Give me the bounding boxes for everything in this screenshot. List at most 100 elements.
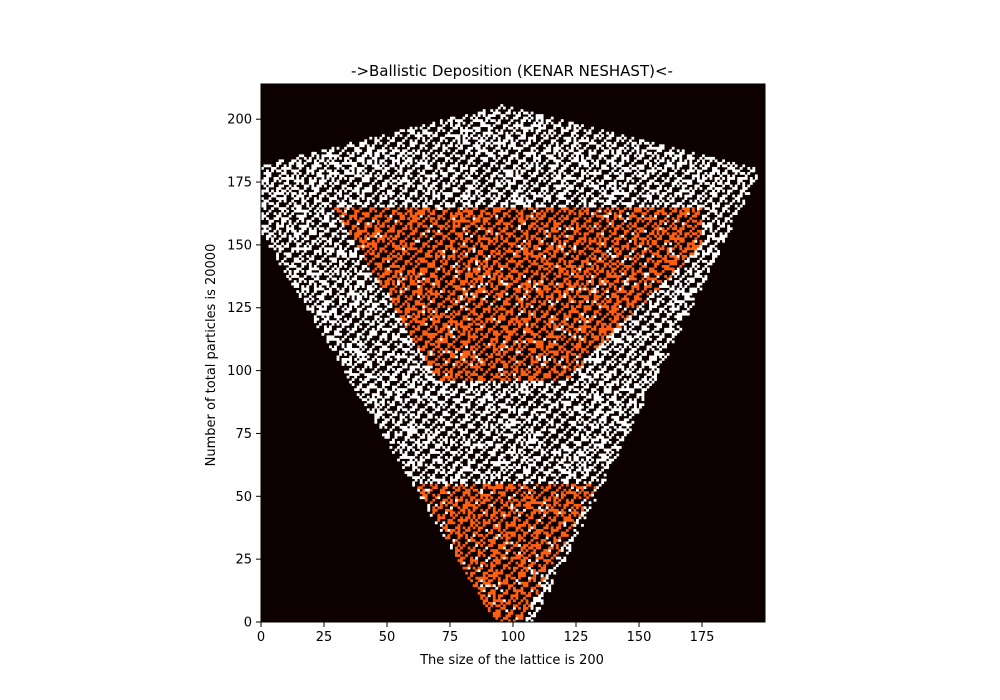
deposit-cell [480, 443, 484, 447]
deposit-cell [538, 481, 542, 485]
deposit-cell [510, 400, 514, 404]
deposit-cell [518, 322, 521, 326]
deposit-cell [583, 491, 587, 495]
deposit-cell [608, 332, 612, 336]
deposit-cell [608, 300, 612, 304]
deposit-cell [437, 456, 441, 459]
deposit-cell [570, 511, 574, 515]
deposit-cell [359, 378, 363, 381]
deposit-cell [631, 373, 635, 376]
deposit-cell [646, 327, 650, 331]
deposit-cell [555, 508, 559, 512]
deposit-cell [460, 340, 463, 344]
deposit-cell [480, 596, 484, 600]
deposit-cell [364, 302, 368, 306]
deposit-cell [543, 312, 547, 316]
deposit-cell [593, 297, 597, 301]
deposit-cell [500, 498, 504, 502]
deposit-cell [326, 312, 330, 316]
deposit-cell [447, 446, 451, 449]
deposit-cell [389, 378, 393, 381]
deposit-cell [419, 486, 423, 490]
deposit-cell [402, 315, 405, 319]
deposit-cell [651, 342, 655, 346]
deposit-cell [570, 498, 574, 502]
deposit-cell [548, 340, 552, 344]
deposit-cell [591, 428, 594, 432]
deposit-cell [654, 350, 657, 354]
deposit-cell [507, 478, 511, 482]
deposit-cell [434, 486, 438, 490]
deposit-cell [505, 549, 509, 552]
deposit-cell [530, 551, 534, 555]
deposit-cell [437, 446, 441, 449]
deposit-cell [439, 330, 443, 334]
deposit-cell [359, 385, 363, 389]
deposit-cell [442, 305, 446, 309]
deposit-cell [492, 611, 496, 615]
deposit-cell [553, 388, 557, 392]
deposit-cell [369, 297, 373, 301]
deposit-cell [414, 300, 418, 304]
deposit-cell [513, 446, 516, 449]
deposit-cell [593, 350, 597, 354]
deposit-cell [404, 398, 408, 402]
deposit-cell [611, 363, 615, 366]
deposit-cell [490, 428, 494, 432]
deposit-cell [588, 418, 592, 422]
deposit-cell [593, 400, 597, 404]
deposit-cell [505, 501, 509, 505]
deposit-cell [628, 410, 632, 414]
deposit-cell [528, 564, 531, 567]
deposit-cell [480, 420, 484, 424]
deposit-cell [462, 438, 466, 442]
deposit-cell [475, 317, 479, 321]
deposit-cell [583, 385, 587, 389]
deposit-cell [518, 554, 521, 557]
deposit-cell [487, 443, 491, 447]
deposit-cell [528, 541, 531, 545]
deposit-cell [611, 446, 615, 449]
deposit-cell [477, 526, 481, 530]
deposit-cell [387, 373, 390, 376]
deposit-cell [480, 400, 484, 404]
deposit-cell [538, 388, 542, 392]
deposit-cell [467, 425, 471, 429]
deposit-cell [437, 493, 441, 497]
deposit-cell [596, 408, 599, 412]
deposit-cell [671, 335, 675, 339]
deposit-cell [560, 478, 564, 482]
deposit-cell [576, 511, 579, 515]
deposit-cell [412, 438, 416, 442]
deposit-cell [588, 340, 592, 344]
deposit-cell [545, 330, 549, 334]
deposit-cell [550, 491, 554, 495]
deposit-cell [424, 440, 428, 444]
deposit-cell [581, 337, 584, 341]
deposit-cell [510, 466, 514, 469]
deposit-cell [616, 418, 620, 422]
deposit-cell [472, 433, 476, 437]
deposit-cell [578, 312, 582, 316]
deposit-cell [487, 368, 491, 371]
deposit-cell [467, 340, 471, 344]
deposit-cell [515, 390, 519, 394]
deposit-cell [510, 428, 514, 432]
deposit-cell [581, 418, 584, 422]
deposit-cell [470, 310, 473, 314]
deposit-cell [570, 423, 574, 427]
deposit-cell [465, 342, 468, 346]
deposit-cell [671, 310, 675, 314]
deposit-cell [384, 435, 388, 439]
deposit-cell [510, 508, 514, 512]
deposit-cell [533, 574, 536, 578]
deposit-cell [520, 486, 524, 490]
deposit-cell [558, 468, 562, 472]
deposit-cell [495, 571, 499, 575]
deposit-cell [311, 310, 315, 314]
deposit-cell [548, 383, 552, 386]
deposit-cell [366, 320, 370, 324]
deposit-cell [555, 363, 559, 366]
deposit-cell [518, 564, 521, 567]
deposit-cell [565, 375, 569, 379]
